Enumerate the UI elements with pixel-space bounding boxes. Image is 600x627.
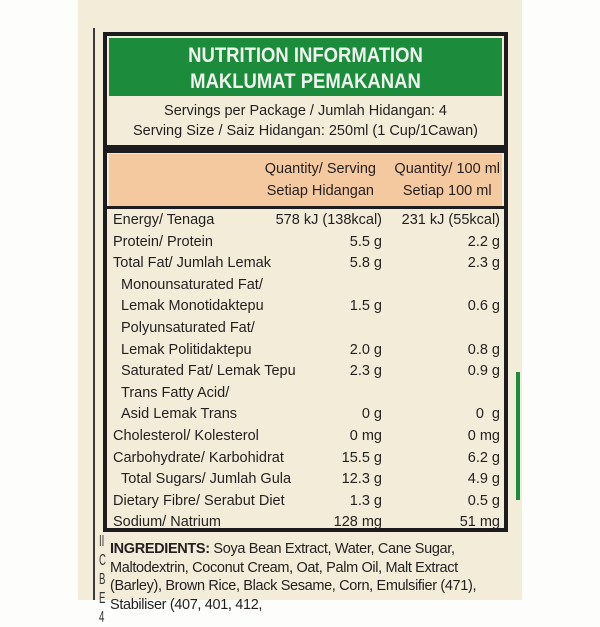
- nutrient-row: Total Sugars/ Jumlah Gula 12.3 g 4.9 g: [107, 469, 504, 491]
- nutrient-row: Carbohydrate/ Karbohidrat 15.5 g 6.2 g: [107, 448, 504, 470]
- nutrient-label: Asid Lemak Trans: [121, 406, 238, 423]
- nutrient-row: Saturated Fat/ Lemak Tepu 2.3 g 0.9 g: [107, 361, 504, 383]
- nutrient-label: Trans Fatty Acid/: [121, 384, 230, 401]
- value-per-serving: 578 kJ (138kcal): [275, 212, 382, 228]
- nutrient-label: Energy/ Tenaga: [113, 212, 215, 228]
- nutrient-row: Polyunsaturated Fat/: [107, 318, 504, 340]
- nutrient-row: Energy/ Tenaga 578 kJ (138kcal) 231 kJ (55…: [107, 210, 504, 232]
- value-per-serving: 1.3 g: [349, 492, 382, 509]
- column-header-serving-ms: Setiap Hidangan: [266, 183, 374, 199]
- column-header-per100-ms: Setiap 100 ml: [402, 183, 492, 199]
- nutrient-label: Cholesterol/ Kolesterol: [113, 427, 259, 444]
- value-per-100ml: 0.8 g: [467, 341, 500, 358]
- nutrient-label: Lemak Politidaktepu: [121, 341, 252, 358]
- ingredients: INGREDIENTS: Soya Bean Extract, Water, C…: [110, 540, 510, 614]
- column-header-serving: Quantity/ Serving Setiap Hidangan: [265, 158, 376, 202]
- column-headers: Quantity/ Serving Setiap Hidangan Quanti…: [109, 154, 502, 206]
- nutrient-label: Saturated Fat/ Lemak Tepu: [121, 363, 296, 380]
- divider: [107, 145, 504, 153]
- nutrient-label: Total Fat/ Jumlah Lemak: [113, 255, 271, 272]
- divider: [107, 206, 504, 209]
- value-per-serving: 2.3 g: [349, 363, 382, 380]
- value-per-serving: 0 mg: [349, 427, 382, 444]
- carton-fold-line: [93, 28, 95, 600]
- nutrition-rows: Energy/ Tenaga 578 kJ (138kcal) 231 kJ (55…: [107, 210, 504, 534]
- nutrient-row: Sodium/ Natrium 128 mg 51 mg: [107, 512, 504, 534]
- column-header-per100-en: Quantity/ 100 ml: [394, 161, 500, 177]
- value-per-serving: 5.5 g: [349, 233, 382, 250]
- nutrient-label: Dietary Fibre/ Serabut Diet: [113, 492, 285, 509]
- value-per-100ml: 0 mg: [467, 427, 500, 444]
- nutrient-label: Sodium/ Natrium: [113, 514, 221, 531]
- nutrient-row: Total Fat/ Jumlah Lemak 5.8 g 2.3 g: [107, 253, 504, 275]
- value-per-serving: 2.0 g: [349, 341, 382, 358]
- value-per-serving: 0 g: [361, 406, 382, 423]
- value-per-serving: 5.8 g: [349, 255, 382, 272]
- nutrient-label: Protein/ Protein: [113, 233, 213, 250]
- nutrient-row: Asid Lemak Trans 0 g 0 g: [107, 404, 504, 426]
- side-text-cropped: IICBE4: [99, 533, 106, 626]
- value-per-100ml: 0.5 g: [467, 492, 500, 509]
- value-per-100ml: 231 kJ (55kcal): [401, 212, 500, 228]
- column-header-per100: Quantity/ 100 ml Setiap 100 ml: [394, 158, 500, 202]
- nutrient-label: Polyunsaturated Fat/: [121, 319, 255, 336]
- value-per-100ml: 2.3 g: [467, 255, 500, 272]
- value-per-100ml: 51 mg: [459, 514, 500, 531]
- nutrient-row: Dietary Fibre/ Serabut Diet 1.3 g 0.5 g: [107, 491, 504, 513]
- value-per-100ml: 6.2 g: [467, 449, 500, 466]
- value-per-serving: 15.5 g: [341, 449, 382, 466]
- nutrient-row: Cholesterol/ Kolesterol 0 mg 0 mg: [107, 426, 504, 448]
- nutrient-row: Lemak Monotidaktepu 1.5 g 0.6 g: [107, 296, 504, 318]
- value-per-100ml: 2.2 g: [467, 233, 500, 250]
- nutrient-label: Monounsaturated Fat/: [121, 276, 263, 293]
- serving-size: Serving Size / Saiz Hidangan: 250ml (1 C…: [133, 123, 478, 139]
- nutrient-row: Lemak Politidaktepu 2.0 g 0.8 g: [107, 340, 504, 362]
- value-per-serving: 1.5 g: [349, 298, 382, 315]
- nutrition-panel: NUTRITION INFORMATION MAKLUMAT PEMAKANAN…: [103, 32, 508, 532]
- serving-info: Servings per Package / Jumlah Hidangan: …: [109, 98, 502, 144]
- value-per-100ml: 4.9 g: [467, 471, 500, 488]
- nutrient-row: Monounsaturated Fat/: [107, 275, 504, 297]
- servings-per-package: Servings per Package / Jumlah Hidangan: …: [164, 103, 447, 119]
- column-header-serving-en: Quantity/ Serving: [264, 161, 376, 177]
- nutrient-row: Trans Fatty Acid/: [107, 383, 504, 405]
- nutrient-label: Carbohydrate/ Karbohidrat: [113, 449, 284, 466]
- value-per-serving: 128 mg: [333, 514, 382, 531]
- value-per-100ml: 0 g: [475, 406, 500, 423]
- value-per-100ml: 0.9 g: [467, 363, 500, 380]
- title-en: NUTRITION INFORMATION: [188, 44, 423, 67]
- nutrient-label: Lemak Monotidaktepu: [121, 298, 264, 315]
- green-stripe: [516, 372, 520, 500]
- ingredients-heading: INGREDIENTS:: [110, 541, 210, 557]
- nutrient-row: Protein/ Protein 5.5 g 2.2 g: [107, 232, 504, 254]
- value-per-serving: 12.3 g: [341, 471, 382, 488]
- value-per-100ml: 0.6 g: [467, 298, 500, 315]
- nutrient-label: Total Sugars/ Jumlah Gula: [121, 471, 292, 488]
- nutrition-header: NUTRITION INFORMATION MAKLUMAT PEMAKANAN: [109, 38, 502, 96]
- title-ms: MAKLUMAT PEMAKANAN: [190, 70, 421, 93]
